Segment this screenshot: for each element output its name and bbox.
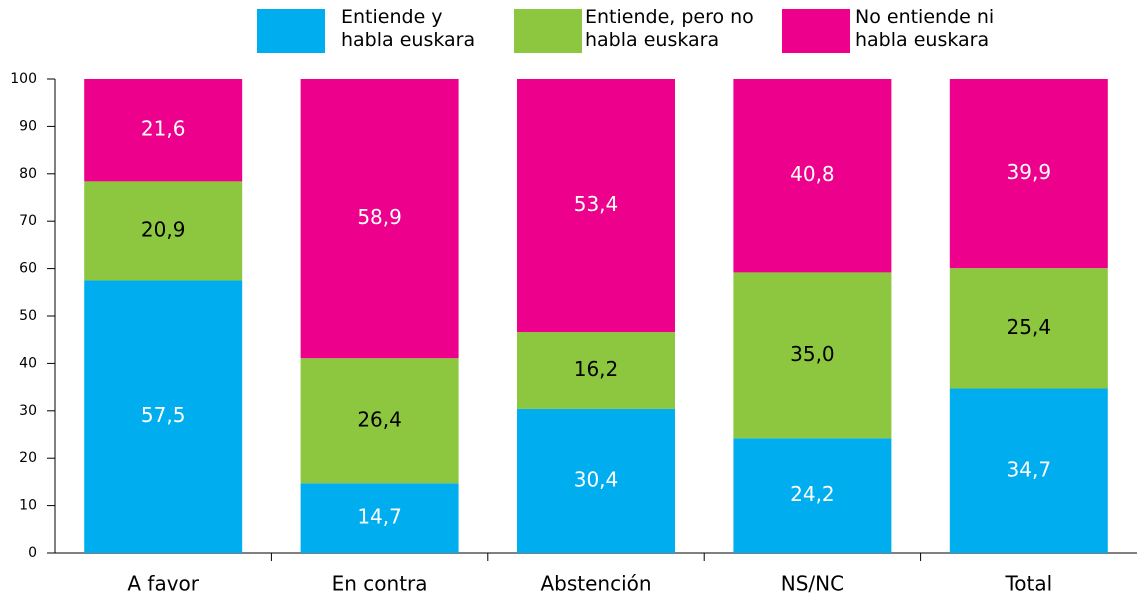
y-tick-label: 20 [19,450,37,466]
y-tick-label: 100 [10,71,37,87]
y-tick-label: 70 [19,213,37,229]
y-tick-label: 50 [19,308,37,324]
x-tick-label: Abstención [540,572,651,596]
legend-item: Entiende y habla euskara [257,0,491,53]
y-tick-label: 0 [28,545,37,561]
bar-segment [517,79,675,333]
bar-segment [949,388,1108,553]
data-label: 14,7 [357,505,402,529]
legend-swatch [782,9,850,53]
bar-segment [300,483,459,553]
bar-segment [733,438,892,553]
bar-segment [84,280,243,553]
y-tick-label: 30 [19,403,37,419]
bar-segment [517,408,675,553]
legend-item: No entiende ni habla euskara [782,0,1035,53]
bar-segment [733,79,892,273]
x-tick-label: A favor [127,572,199,596]
data-label: 35,0 [790,342,835,366]
bar-segment [300,358,459,484]
y-tick-label: 90 [19,118,37,134]
bar-segment [84,79,243,182]
y-tick-label: 40 [19,355,37,371]
legend-swatch [257,9,325,53]
data-label: 53,4 [574,192,619,216]
legend-label: Entiende, pero no habla euskara [585,6,754,51]
data-label: 24,2 [790,482,835,506]
data-label: 34,7 [1007,457,1052,481]
bar-segment [300,79,459,359]
legend-label: Entiende y habla euskara [341,6,476,51]
y-tick-label: 60 [19,261,37,277]
x-tick-label: En contra [332,572,428,596]
data-label: 21,6 [141,117,186,141]
x-tick-label: Total [1004,572,1052,596]
bar-segment [733,272,892,439]
bar-segment [517,332,675,409]
data-label: 25,4 [1007,315,1052,339]
legend-swatch [514,9,582,53]
bar-segment [84,181,243,281]
data-label: 16,2 [574,357,619,381]
data-label: 57,5 [141,403,186,427]
legend-item: Entiende, pero no habla euskara [514,0,765,53]
y-tick-label: 10 [19,498,37,514]
y-tick-label: 80 [19,166,37,182]
data-label: 30,4 [574,467,619,491]
data-label: 39,9 [1007,160,1052,184]
x-tick-label: NS/NC [781,572,844,596]
legend-label: No entiende ni habla euskara [855,6,995,51]
data-label: 26,4 [357,407,402,431]
data-label: 58,9 [357,205,402,229]
bar-segment [949,268,1108,389]
data-label: 40,8 [790,162,835,186]
bar-segment [949,79,1108,269]
data-label: 20,9 [141,217,186,241]
